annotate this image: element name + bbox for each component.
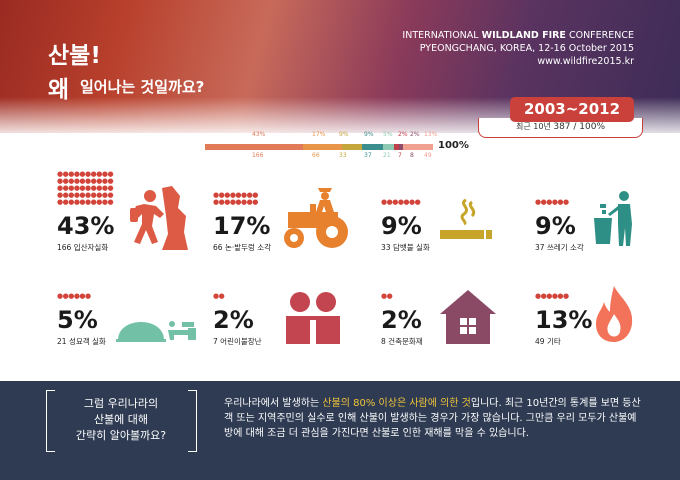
summary-bar — [205, 144, 433, 150]
cause-name: 어린이불장난 — [220, 337, 262, 346]
house-icon — [440, 290, 496, 344]
summary-segment-count: 21 — [383, 152, 391, 159]
footer-text-part2: 입니다. 최근 10년간의 통계를 보면 등산객 또는 지역주민의 실수로 인해… — [224, 398, 641, 439]
summary-segment-pct: 9% — [364, 131, 374, 138]
summary-segment-count: 66 — [312, 152, 320, 159]
summary-bar-segment — [382, 144, 395, 150]
cause-count: 21 — [57, 337, 67, 346]
summary-segment-pct: 2% — [398, 131, 408, 138]
cause-percent: 2% — [381, 306, 422, 334]
summary-segment-pct: 9% — [339, 131, 349, 138]
hiker-icon — [130, 186, 188, 250]
summary-segment-count: 8 — [410, 152, 414, 159]
cause-label: 8 건축문화재 — [381, 336, 423, 347]
question-line1: 그럼 우리나라의 — [83, 397, 159, 410]
summary-segment-count: 7 — [398, 152, 402, 159]
drop-icons: ●● — [213, 292, 225, 300]
summary-segment-pct: 5% — [383, 131, 393, 138]
summary-segment-pct: 17% — [312, 131, 326, 138]
conference-line1-post: CONFERENCE — [565, 30, 634, 41]
cause-label: 21 성묘객 실화 — [57, 336, 106, 347]
cause-name: 성묘객 실화 — [68, 337, 106, 346]
summary-total: 100% — [438, 140, 469, 151]
conference-info: INTERNATIONAL WILDLAND FIRE CONFERENCE P… — [402, 29, 634, 68]
cause-count: 37 — [535, 243, 545, 252]
cause-percent: 5% — [57, 306, 98, 334]
footer-panel — [0, 381, 680, 480]
cause-count: 49 — [535, 337, 545, 346]
period-badge: 2003~2012 — [510, 97, 634, 122]
cause-percent: 17% — [213, 212, 271, 240]
summary-bar-segment — [205, 144, 304, 150]
title-line2-big: 왜 — [48, 77, 70, 103]
title-line1: 산불! — [48, 43, 101, 69]
period-sub-value: 387 / 100% — [553, 122, 606, 132]
summary-segment-pct: 43% — [252, 131, 266, 138]
summary-segment-pct: 13% — [424, 131, 438, 138]
drop-icons: ●●●●●● — [535, 198, 569, 206]
drop-icons: ●●●●●● — [57, 292, 91, 300]
drop-icons: ●●●●●●●● ●●●●●●●● — [213, 191, 258, 206]
cause-count: 166 — [57, 243, 72, 252]
cause-count: 66 — [213, 243, 223, 252]
cause-name: 논·밭두렁 소각 — [224, 243, 272, 252]
summary-segment-count: 33 — [339, 152, 347, 159]
summary-segment-count: 166 — [252, 152, 264, 159]
drop-icons: ●●●●●● — [535, 292, 569, 300]
conference-url: www.wildfire2015.kr — [537, 56, 634, 67]
footer-text-part1: 우리나라에서 발생하는 — [224, 398, 323, 409]
drop-icons: ●●●●●●●●●● ●●●●●●●●●● ●●●●●●●●●● ●●●●●●●… — [57, 170, 114, 206]
drop-icons: ●● — [381, 292, 393, 300]
grave-icon — [116, 321, 196, 342]
drop-icons: ●●●●●●● — [381, 198, 421, 206]
cause-name: 기타 — [546, 337, 561, 346]
cause-count: 8 — [381, 337, 386, 346]
cause-name: 쓰레기 소각 — [546, 243, 584, 252]
summary-bar-segment — [362, 144, 383, 150]
cause-name: 담뱃불 실화 — [392, 243, 430, 252]
conference-line1-bold: WILDLAND FIRE — [481, 30, 566, 41]
cause-percent: 9% — [381, 212, 422, 240]
footer-question: 그럼 우리나라의 산불에 대해 간략히 알아볼까요? — [46, 396, 196, 458]
summary-segment-count: 49 — [424, 152, 432, 159]
bracket-left — [46, 390, 55, 452]
cause-name: 건축문화재 — [388, 337, 423, 346]
cause-count: 7 — [213, 337, 218, 346]
cause-label: 7 어린이불장난 — [213, 336, 262, 347]
tractor-icon — [284, 188, 348, 248]
question-line3: 간략히 알아볼까요? — [75, 429, 167, 442]
summary-bar-segment — [341, 144, 363, 150]
cause-percent: 13% — [535, 306, 593, 334]
cause-percent: 2% — [213, 306, 254, 334]
summary-bar-segment — [303, 144, 342, 150]
cause-percent: 9% — [535, 212, 576, 240]
cigarette-icon — [440, 198, 492, 239]
period-sub: 최근 10년 387 / 100% — [478, 118, 643, 138]
question-line2: 산불에 대해 — [93, 413, 149, 426]
summary-segment-pct: 2% — [410, 131, 420, 138]
cause-label: 66 논·밭두렁 소각 — [213, 242, 271, 253]
trash-icon — [594, 191, 632, 246]
children-icon — [286, 292, 340, 344]
conference-line2: PYEONGCHANG, KOREA, 12-16 October 2015 — [419, 43, 634, 54]
cause-label: 33 담뱃불 실화 — [381, 242, 430, 253]
footer-text: 우리나라에서 발생하는 산불의 80% 이상은 사람에 의한 것입니다. 최근 … — [224, 396, 644, 441]
title-line2-small: 일어나는 것일까요? — [80, 78, 205, 96]
cause-count: 33 — [381, 243, 391, 252]
conference-line1-pre: INTERNATIONAL — [402, 30, 482, 41]
period-sub-label: 최근 10년 — [515, 122, 551, 131]
footer-text-highlight: 산불의 80% 이상은 사람에 의한 것 — [322, 398, 471, 409]
summary-bar-segment — [394, 144, 399, 150]
summary-bar-segment — [403, 144, 433, 150]
summary-segment-count: 37 — [364, 152, 372, 159]
flame-icon — [596, 286, 633, 342]
bracket-right — [188, 390, 197, 452]
cause-label: 49 기타 — [535, 336, 561, 347]
cause-label: 166 입산자실화 — [57, 242, 108, 253]
cause-percent: 43% — [57, 212, 115, 240]
cause-label: 37 쓰레기 소각 — [535, 242, 584, 253]
summary-bar-segment — [398, 144, 404, 150]
cause-name: 입산자실화 — [73, 243, 109, 252]
